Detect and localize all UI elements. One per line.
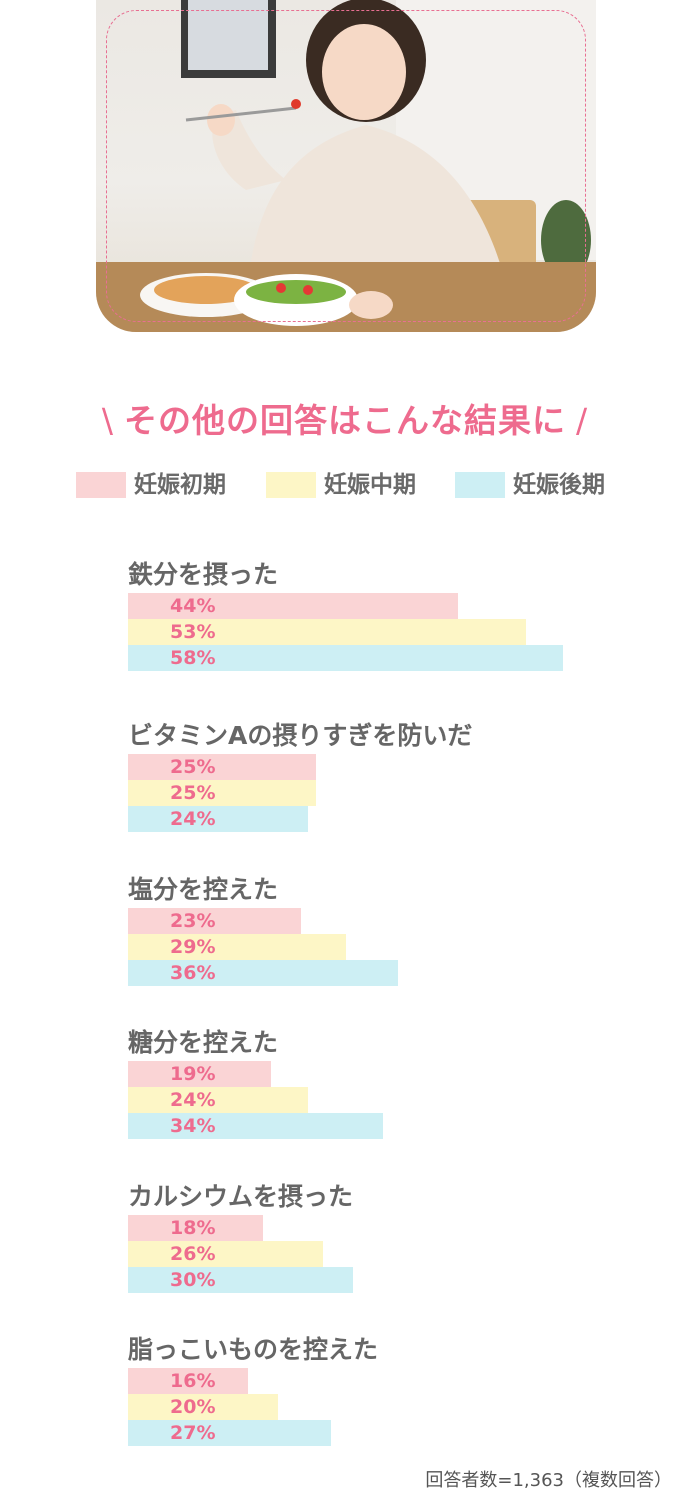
chart-group: 脂っこいものを控えた 16% 20% 27% <box>128 1330 608 1446</box>
bar-late: 24% <box>128 806 308 832</box>
respondents-note: 回答者数=1,363（複数回答） <box>425 1470 672 1491</box>
category-label: 糖分を控えた <box>128 1028 279 1057</box>
bar-value-label: 16% <box>170 1370 216 1392</box>
bar-value-label: 25% <box>170 756 216 778</box>
bar-value-label: 19% <box>170 1063 216 1085</box>
heading-slash-left: \ <box>101 401 114 440</box>
chart-group: ビタミンAの摂りすぎを防いだ 25% 25% 24% <box>128 716 608 832</box>
bar-value-label: 30% <box>170 1269 216 1291</box>
legend-swatch-mid <box>266 472 316 498</box>
bar-early: 19% <box>128 1061 271 1087</box>
bar-mid: 20% <box>128 1394 278 1420</box>
bar-early: 16% <box>128 1368 248 1394</box>
bar-value-label: 18% <box>170 1217 216 1239</box>
chart-group: 糖分を控えた 19% 24% 34% <box>128 1023 608 1139</box>
legend-label-mid: 妊娠中期 <box>324 472 416 498</box>
bar-mid: 53% <box>128 619 526 645</box>
bar-late: 34% <box>128 1113 383 1139</box>
heading-text: その他の回答はこんな結果に <box>124 401 566 440</box>
bar-value-label: 24% <box>170 808 216 830</box>
legend-swatch-late <box>455 472 505 498</box>
bar-mid: 25% <box>128 780 316 806</box>
bar-early: 44% <box>128 593 458 619</box>
section-heading: \ その他の回答はこんな結果に / <box>0 394 690 442</box>
bar-value-label: 34% <box>170 1115 216 1137</box>
bar-late: 27% <box>128 1420 331 1446</box>
chart-group: カルシウムを摂った 18% 26% 30% <box>128 1177 608 1293</box>
bar-value-label: 44% <box>170 595 216 617</box>
woman-eating-illustration <box>96 0 596 332</box>
bar-value-label: 26% <box>170 1243 216 1265</box>
chart-group: 鉄分を摂った 44% 53% 58% <box>128 555 608 671</box>
heading-slash-right: / <box>576 401 589 440</box>
bar-value-label: 58% <box>170 647 216 669</box>
bar-value-label: 36% <box>170 962 216 984</box>
bar-late: 58% <box>128 645 563 671</box>
category-label: ビタミンAの摂りすぎを防いだ <box>128 721 473 750</box>
chart-legend: 妊娠初期 妊娠中期 妊娠後期 <box>0 470 690 500</box>
bar-early: 25% <box>128 754 316 780</box>
bar-late: 30% <box>128 1267 353 1293</box>
bar-value-label: 29% <box>170 936 216 958</box>
legend-label-late: 妊娠後期 <box>513 472 605 498</box>
bar-value-label: 53% <box>170 621 216 643</box>
bar-value-label: 27% <box>170 1422 216 1444</box>
bar-mid: 26% <box>128 1241 323 1267</box>
bar-value-label: 25% <box>170 782 216 804</box>
bar-value-label: 23% <box>170 910 216 932</box>
hero-photo <box>96 0 596 332</box>
bar-value-label: 24% <box>170 1089 216 1111</box>
category-label: 塩分を控えた <box>128 875 279 904</box>
category-label: 鉄分を摂った <box>128 560 279 589</box>
bar-mid: 29% <box>128 934 346 960</box>
legend-swatch-early <box>76 472 126 498</box>
category-label: カルシウムを摂った <box>128 1182 354 1211</box>
photo-dashed-frame <box>106 10 586 322</box>
category-label: 脂っこいものを控えた <box>128 1335 379 1364</box>
legend-label-early: 妊娠初期 <box>134 472 226 498</box>
bar-early: 18% <box>128 1215 263 1241</box>
chart-group: 塩分を控えた 23% 29% 36% <box>128 870 608 986</box>
bar-mid: 24% <box>128 1087 308 1113</box>
bar-late: 36% <box>128 960 398 986</box>
bar-early: 23% <box>128 908 301 934</box>
bar-value-label: 20% <box>170 1396 216 1418</box>
